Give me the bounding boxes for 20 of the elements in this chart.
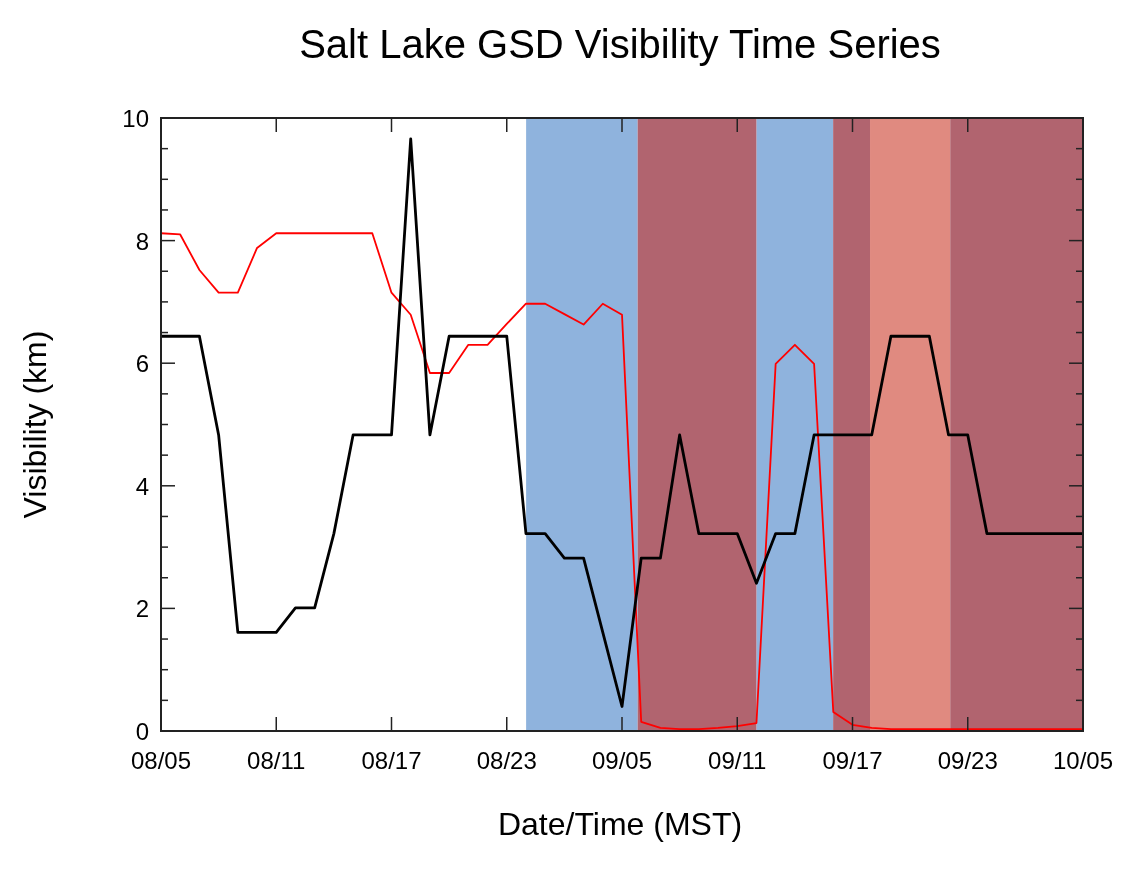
x-tick-label: 09/05 — [591, 747, 653, 774]
chart-title: Salt Lake GSD Visibility Time Series — [299, 22, 941, 66]
x-tick-label: 08/05 — [130, 747, 192, 774]
x-tick-label: 10/05 — [1052, 747, 1114, 774]
y-tick-label: 8 — [135, 227, 149, 255]
x-tick-label: 08/17 — [361, 747, 422, 774]
x-axis-title: Date/Time (MST) — [497, 806, 743, 842]
y-axis-title: Visibility (km) — [17, 330, 53, 519]
y-tick-label: 2 — [135, 595, 149, 623]
x-tick-label: 09/17 — [822, 747, 883, 774]
y-tick-label: 0 — [135, 718, 149, 745]
x-tick-label: 09/23 — [937, 747, 998, 774]
y-tick-label: 4 — [135, 472, 149, 500]
x-tick-label: 08/23 — [476, 747, 537, 774]
y-tick-label: 10 — [122, 105, 149, 132]
line-series — [159, 137, 1085, 708]
line-series — [160, 232, 1084, 731]
y-tick-label: 6 — [135, 350, 149, 378]
x-tick-label: 09/11 — [708, 747, 767, 774]
x-tick-label: 08/11 — [247, 747, 306, 774]
